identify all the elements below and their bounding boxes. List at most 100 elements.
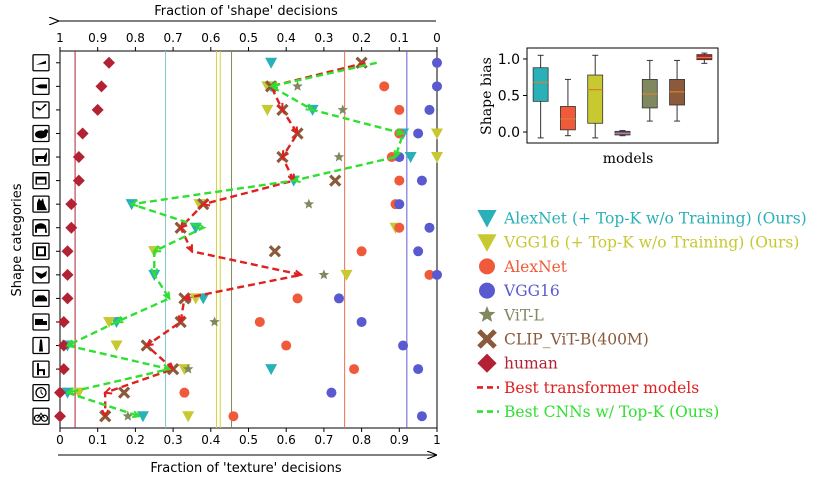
data-point bbox=[122, 410, 134, 421]
tick-label-top: 1 bbox=[56, 31, 64, 45]
tick-label-top: 0.5 bbox=[239, 31, 258, 45]
data-point bbox=[265, 57, 278, 69]
clock-face bbox=[38, 248, 44, 255]
box-body bbox=[532, 67, 549, 102]
legend-item: Best CNNs w/ Top-K (Ours) bbox=[477, 403, 719, 421]
data-point bbox=[209, 316, 220, 327]
data-point bbox=[394, 222, 405, 233]
legend: AlexNet (+ Top-K w/o Training) (Ours) VGG… bbox=[477, 210, 807, 421]
legend-item: VGG16 (+ Top-K w/o Training) (Ours) bbox=[477, 234, 799, 252]
category-icon-clock bbox=[32, 242, 50, 260]
box bbox=[696, 52, 713, 64]
legend-swatch bbox=[477, 210, 497, 228]
keyboard-glyph bbox=[39, 339, 43, 352]
tick-label-bottom: 0.1 bbox=[88, 433, 107, 447]
data-point bbox=[432, 269, 442, 280]
category-icon-chair bbox=[32, 360, 50, 378]
box-tick-label: 0.5 bbox=[498, 89, 520, 105]
arrow-head bbox=[114, 315, 124, 324]
legend-label: VGG16 (+ Top-K w/o Training) (Ours) bbox=[503, 234, 799, 252]
legend-label: ViT-L bbox=[503, 306, 544, 324]
data-point bbox=[65, 198, 78, 211]
tick-label-top: 0.2 bbox=[352, 31, 371, 45]
tick-label-bottom: 0.4 bbox=[201, 433, 220, 447]
data-point bbox=[424, 269, 435, 280]
data-point bbox=[136, 411, 149, 423]
legend-swatch bbox=[479, 282, 495, 299]
legend-swatch bbox=[479, 258, 495, 275]
data-point bbox=[431, 152, 443, 164]
data-point bbox=[103, 316, 116, 328]
boat-hands bbox=[40, 389, 44, 396]
data-point bbox=[110, 340, 123, 352]
bear-head bbox=[43, 129, 49, 134]
arrow-head bbox=[393, 149, 402, 160]
boat-glyph bbox=[35, 387, 47, 399]
bear-glyph bbox=[35, 130, 47, 139]
car-glyph bbox=[35, 295, 47, 302]
data-point bbox=[265, 364, 278, 376]
data-point bbox=[394, 175, 405, 186]
dog-glyph bbox=[35, 152, 47, 163]
y-label: Shape categories bbox=[10, 183, 25, 296]
data-point bbox=[182, 363, 194, 374]
category-icon-dog bbox=[32, 148, 50, 166]
chair-glyph bbox=[37, 363, 45, 376]
data-point bbox=[303, 198, 315, 209]
arrow-head bbox=[396, 128, 406, 136]
arrow-head bbox=[182, 293, 192, 302]
category-icon-boat bbox=[32, 384, 50, 402]
box-body bbox=[560, 106, 576, 131]
bicycle-wheel bbox=[40, 414, 49, 422]
bicycle-glyph bbox=[33, 414, 42, 422]
arrow-head bbox=[294, 269, 304, 278]
category-icon-cat bbox=[32, 195, 50, 213]
arrow-head bbox=[150, 268, 159, 278]
box bbox=[614, 130, 631, 137]
tick-label-top: 0.4 bbox=[277, 31, 296, 45]
legend-item: Best transformer models bbox=[477, 379, 699, 397]
data-point bbox=[103, 56, 116, 69]
data-point bbox=[179, 387, 190, 398]
data-point bbox=[326, 387, 337, 398]
legend-label: Best transformer models bbox=[504, 379, 699, 397]
arrow-head bbox=[276, 102, 284, 113]
data-point bbox=[57, 315, 70, 328]
oven-window bbox=[37, 179, 45, 184]
arrow-head bbox=[101, 409, 110, 419]
tick-label-bottom: 0.8 bbox=[352, 433, 371, 447]
box-frame bbox=[526, 47, 719, 144]
data-point bbox=[432, 57, 442, 68]
tick-label-bottom: 0 bbox=[56, 433, 64, 447]
data-point bbox=[72, 174, 85, 187]
data-point bbox=[54, 386, 66, 399]
arrow-head bbox=[162, 363, 172, 372]
data-point bbox=[394, 104, 405, 115]
arrow-head bbox=[290, 126, 299, 136]
box-x-label: models bbox=[603, 151, 654, 167]
category-icon-bottle bbox=[32, 77, 50, 95]
tick-label-bottom: 1 bbox=[433, 433, 441, 447]
data-point bbox=[329, 174, 342, 187]
box-tick-label: 1.0 bbox=[498, 52, 520, 68]
data-point bbox=[292, 80, 303, 91]
data-point bbox=[349, 364, 360, 375]
data-point bbox=[91, 103, 104, 116]
box-tick-label: 0.0 bbox=[498, 125, 520, 141]
data-point bbox=[281, 340, 292, 351]
category-icon-knife bbox=[32, 54, 50, 72]
legend-item: CLIP_ViT-B(400M) bbox=[477, 329, 649, 349]
arrow-head bbox=[196, 222, 206, 230]
legend-item: VGG16 bbox=[479, 282, 560, 300]
bicycle-icon bbox=[32, 407, 50, 425]
arrow-head bbox=[177, 315, 186, 325]
tick-label-bottom: 0.6 bbox=[277, 433, 296, 447]
data-point bbox=[413, 364, 424, 375]
data-point bbox=[117, 386, 131, 399]
box bbox=[641, 59, 658, 122]
category-icon-bird bbox=[32, 266, 50, 284]
data-point bbox=[432, 81, 442, 92]
arrow-head bbox=[268, 81, 279, 89]
arrow-head bbox=[144, 338, 154, 347]
